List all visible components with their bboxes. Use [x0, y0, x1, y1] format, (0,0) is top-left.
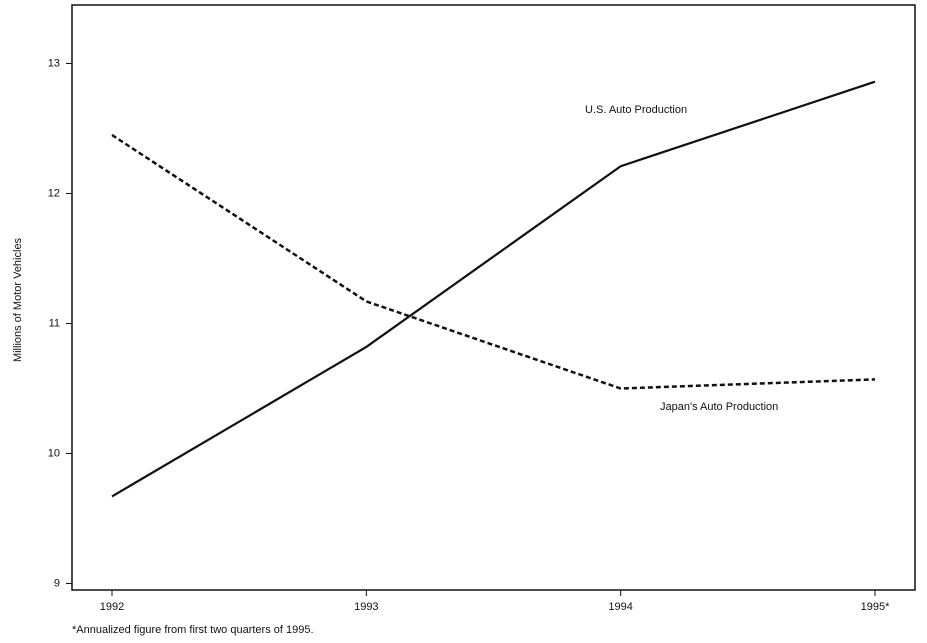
series-line	[111, 133, 876, 390]
x-tick-label: 1995*	[861, 601, 890, 613]
series-line	[111, 80, 876, 498]
series-label: U.S. Auto Production	[585, 104, 687, 116]
x-tick-label: 1992	[100, 601, 124, 613]
y-tick-label: 11	[49, 317, 60, 329]
y-axis-label: Millions of Motor Vehicles	[12, 237, 24, 362]
footnote: *Annualized figure from first two quarte…	[72, 624, 314, 636]
y-tick-label: 9	[54, 577, 60, 589]
plot-frame	[71, 4, 916, 591]
series-label: Japan's Auto Production	[660, 401, 778, 413]
x-tick-label: 1993	[354, 601, 378, 613]
y-tick-label: 13	[48, 57, 60, 69]
y-tick-label: 12	[48, 187, 60, 199]
y-tick-label: 10	[48, 447, 60, 459]
x-tick-label: 1994	[608, 601, 632, 613]
